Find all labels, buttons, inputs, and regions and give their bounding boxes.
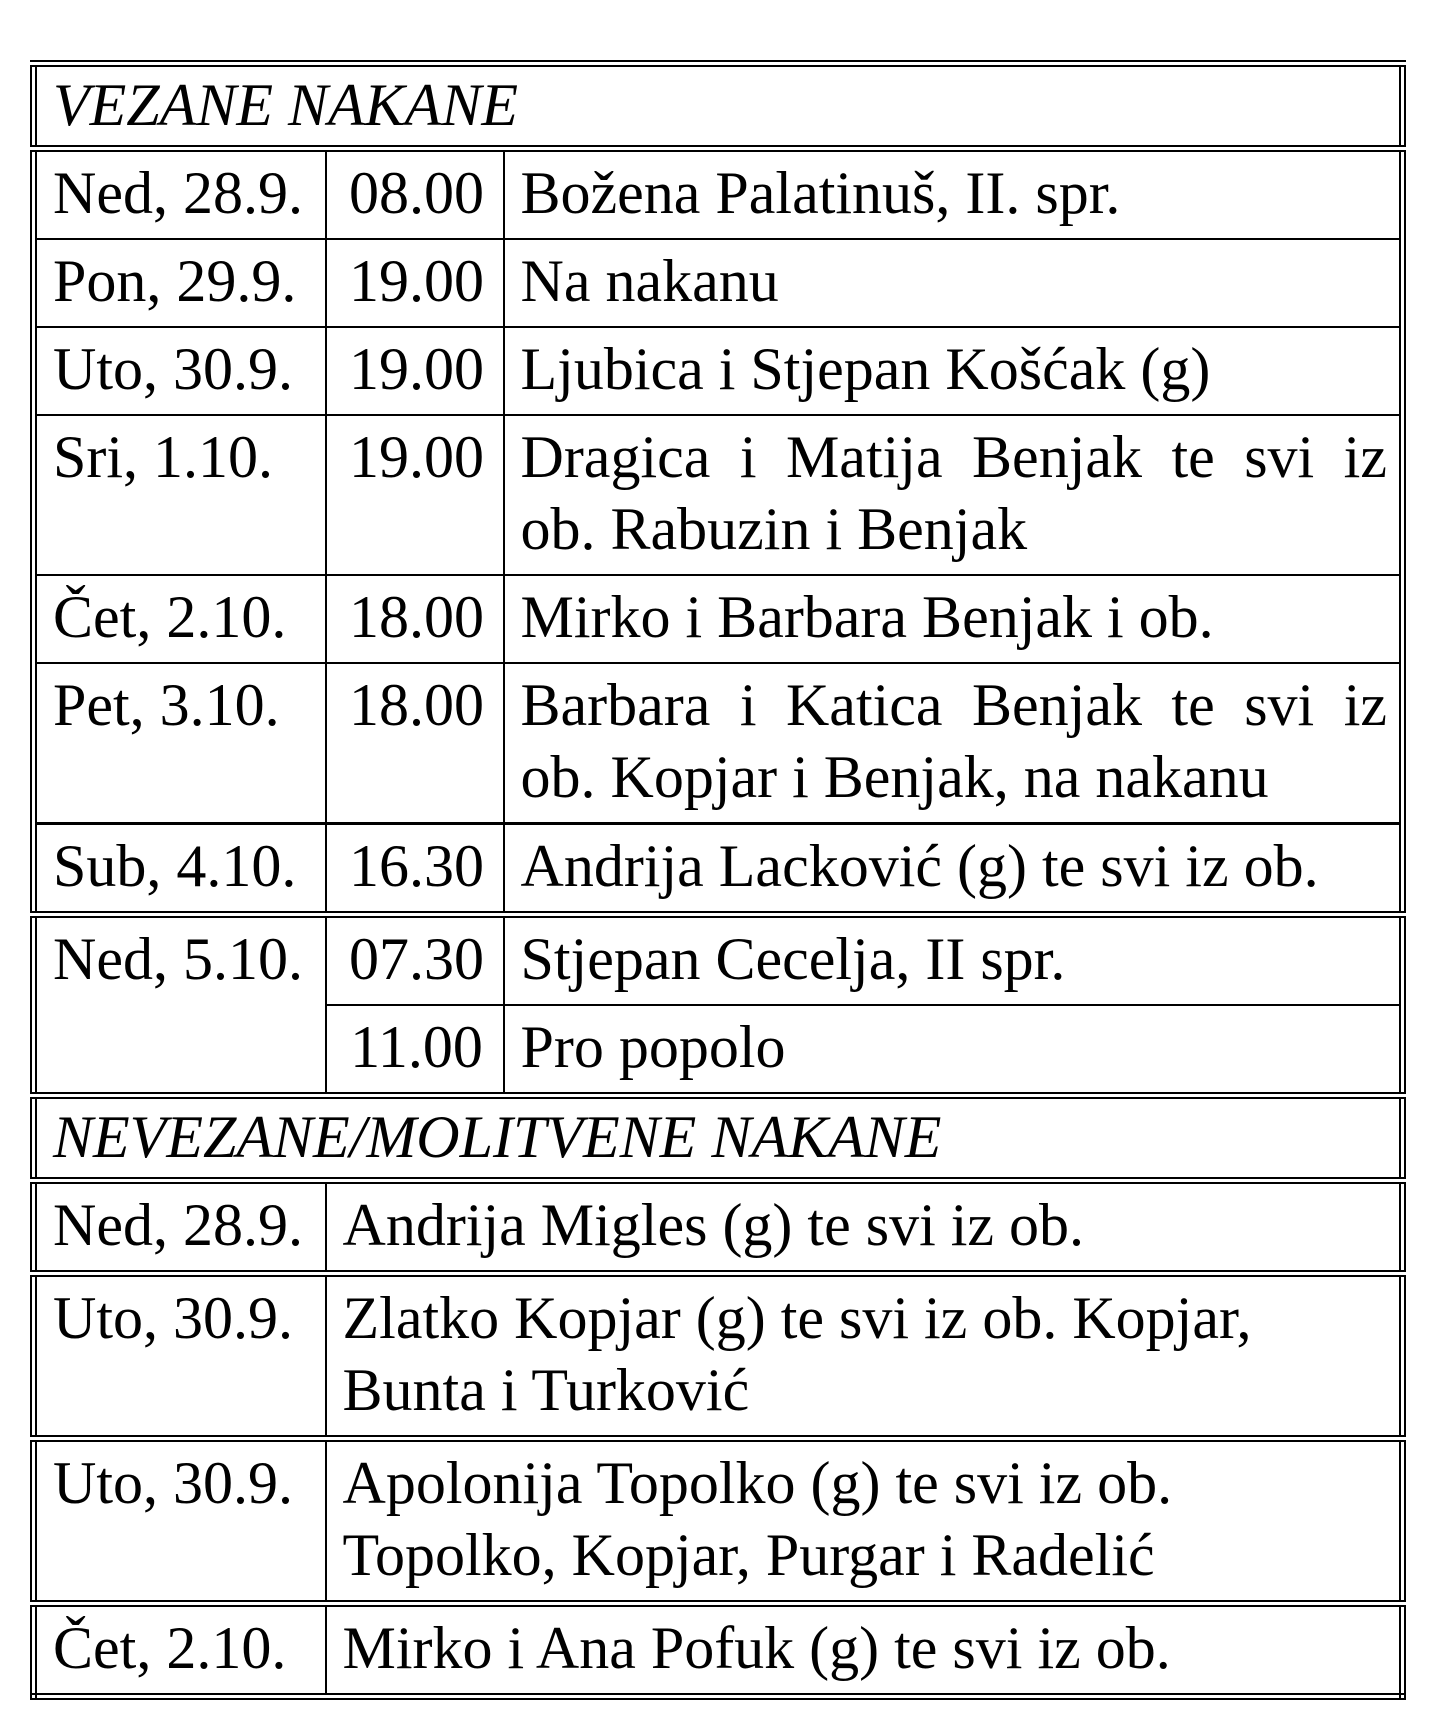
time-cell: 19.00 bbox=[324, 238, 505, 328]
table-row: Pon, 29.9. 19.00 Na nakanu bbox=[32, 238, 1404, 328]
time-cell: 08.00 bbox=[324, 147, 505, 240]
time-cell: 11.00 bbox=[324, 1004, 505, 1099]
intention-cell: Stjepan Cecelja, II spr. bbox=[502, 913, 1404, 1006]
date-cell: Uto, 30.9. bbox=[32, 326, 327, 416]
section-header-row: VEZANE NAKANE bbox=[32, 60, 1404, 152]
mass-intentions-table: VEZANE NAKANE Ned, 28.9. 08.00 Božena Pa… bbox=[30, 60, 1406, 1700]
intention-cell: Andrija Migles (g) te svi iz ob. bbox=[324, 1179, 1404, 1277]
section-header-row: NEVEZANE/MOLITVENE NAKANE bbox=[32, 1092, 1404, 1184]
intention-cell: Ljubica i Stjepan Košćak (g) bbox=[502, 326, 1404, 416]
date-cell: Pet, 3.10. bbox=[32, 662, 327, 825]
date-cell: Uto, 30.9. bbox=[32, 1272, 327, 1442]
table-row: Uto, 30.9. 19.00 Ljubica i Stjepan Košća… bbox=[32, 326, 1404, 416]
date-cell: Ned, 5.10. bbox=[32, 913, 327, 1097]
section-title: VEZANE NAKANE bbox=[32, 60, 1404, 152]
table-row: Pet, 3.10. 18.00 Barbara i Katica Benjak… bbox=[32, 662, 1404, 825]
table-row: Ned, 28.9. 08.00 Božena Palatinuš, II. s… bbox=[32, 147, 1404, 240]
time-cell: 19.00 bbox=[324, 326, 505, 416]
time-cell: 18.00 bbox=[324, 662, 505, 825]
intention-cell: Pro popolo bbox=[502, 1004, 1404, 1099]
date-cell: Čet, 2.10. bbox=[32, 1602, 327, 1698]
table-row: 11.00 Pro popolo bbox=[34, 1004, 1404, 1099]
date-cell: Uto, 30.9. bbox=[32, 1437, 327, 1607]
date-cell: Ned, 28.9. bbox=[32, 147, 327, 240]
intention-cell: Božena Palatinuš, II. spr. bbox=[502, 147, 1404, 240]
table-row: Uto, 30.9. Zlatko Kopjar (g) te svi iz o… bbox=[32, 1272, 1404, 1442]
date-cell: Sub, 4.10. bbox=[32, 822, 327, 918]
table-row: Uto, 30.9. Apolonija Topolko (g) te svi … bbox=[32, 1437, 1404, 1607]
intention-cell: Mirko i Ana Pofuk (g) te svi iz ob. bbox=[324, 1602, 1404, 1698]
date-cell: Sri, 1.10. bbox=[32, 414, 327, 576]
table-row: Ned, 5.10. 07.30 Stjepan Cecelja, II spr… bbox=[32, 913, 1404, 1097]
table-row: Čet, 2.10. 18.00 Mirko i Barbara Benjak … bbox=[32, 574, 1404, 664]
intention-cell: Mirko i Barbara Benjak i ob. bbox=[502, 574, 1404, 664]
intention-cell: Zlatko Kopjar (g) te svi iz ob. Kopjar, … bbox=[324, 1272, 1404, 1442]
table-row: Sub, 4.10. 16.30 Andrija Lacković (g) te… bbox=[32, 822, 1404, 918]
date-cell: Čet, 2.10. bbox=[32, 574, 327, 664]
date-cell: Pon, 29.9. bbox=[32, 238, 327, 328]
time-cell: 18.00 bbox=[324, 574, 505, 664]
section-title: NEVEZANE/MOLITVENE NAKANE bbox=[32, 1092, 1404, 1184]
time-cell: 07.30 bbox=[324, 913, 505, 1006]
time-cell: 19.00 bbox=[324, 414, 505, 576]
intention-cell: Dragica i Matija Benjak te svi iz ob. Ra… bbox=[502, 414, 1404, 576]
time-cell: 16.30 bbox=[324, 822, 505, 918]
table-row: Sri, 1.10. 19.00 Dragica i Matija Benjak… bbox=[32, 414, 1404, 576]
intention-cell: Apolonija Topolko (g) te svi iz ob. Topo… bbox=[324, 1437, 1404, 1607]
table-row: Čet, 2.10. Mirko i Ana Pofuk (g) te svi … bbox=[32, 1602, 1404, 1698]
intention-cell: Andrija Lacković (g) te svi iz ob. bbox=[502, 822, 1404, 918]
date-cell: Ned, 28.9. bbox=[32, 1179, 327, 1277]
intention-cell: Na nakanu bbox=[502, 238, 1404, 328]
intention-cell: Barbara i Katica Benjak te svi iz ob. Ko… bbox=[502, 662, 1404, 825]
table-row: Ned, 28.9. Andrija Migles (g) te svi iz … bbox=[32, 1179, 1404, 1277]
